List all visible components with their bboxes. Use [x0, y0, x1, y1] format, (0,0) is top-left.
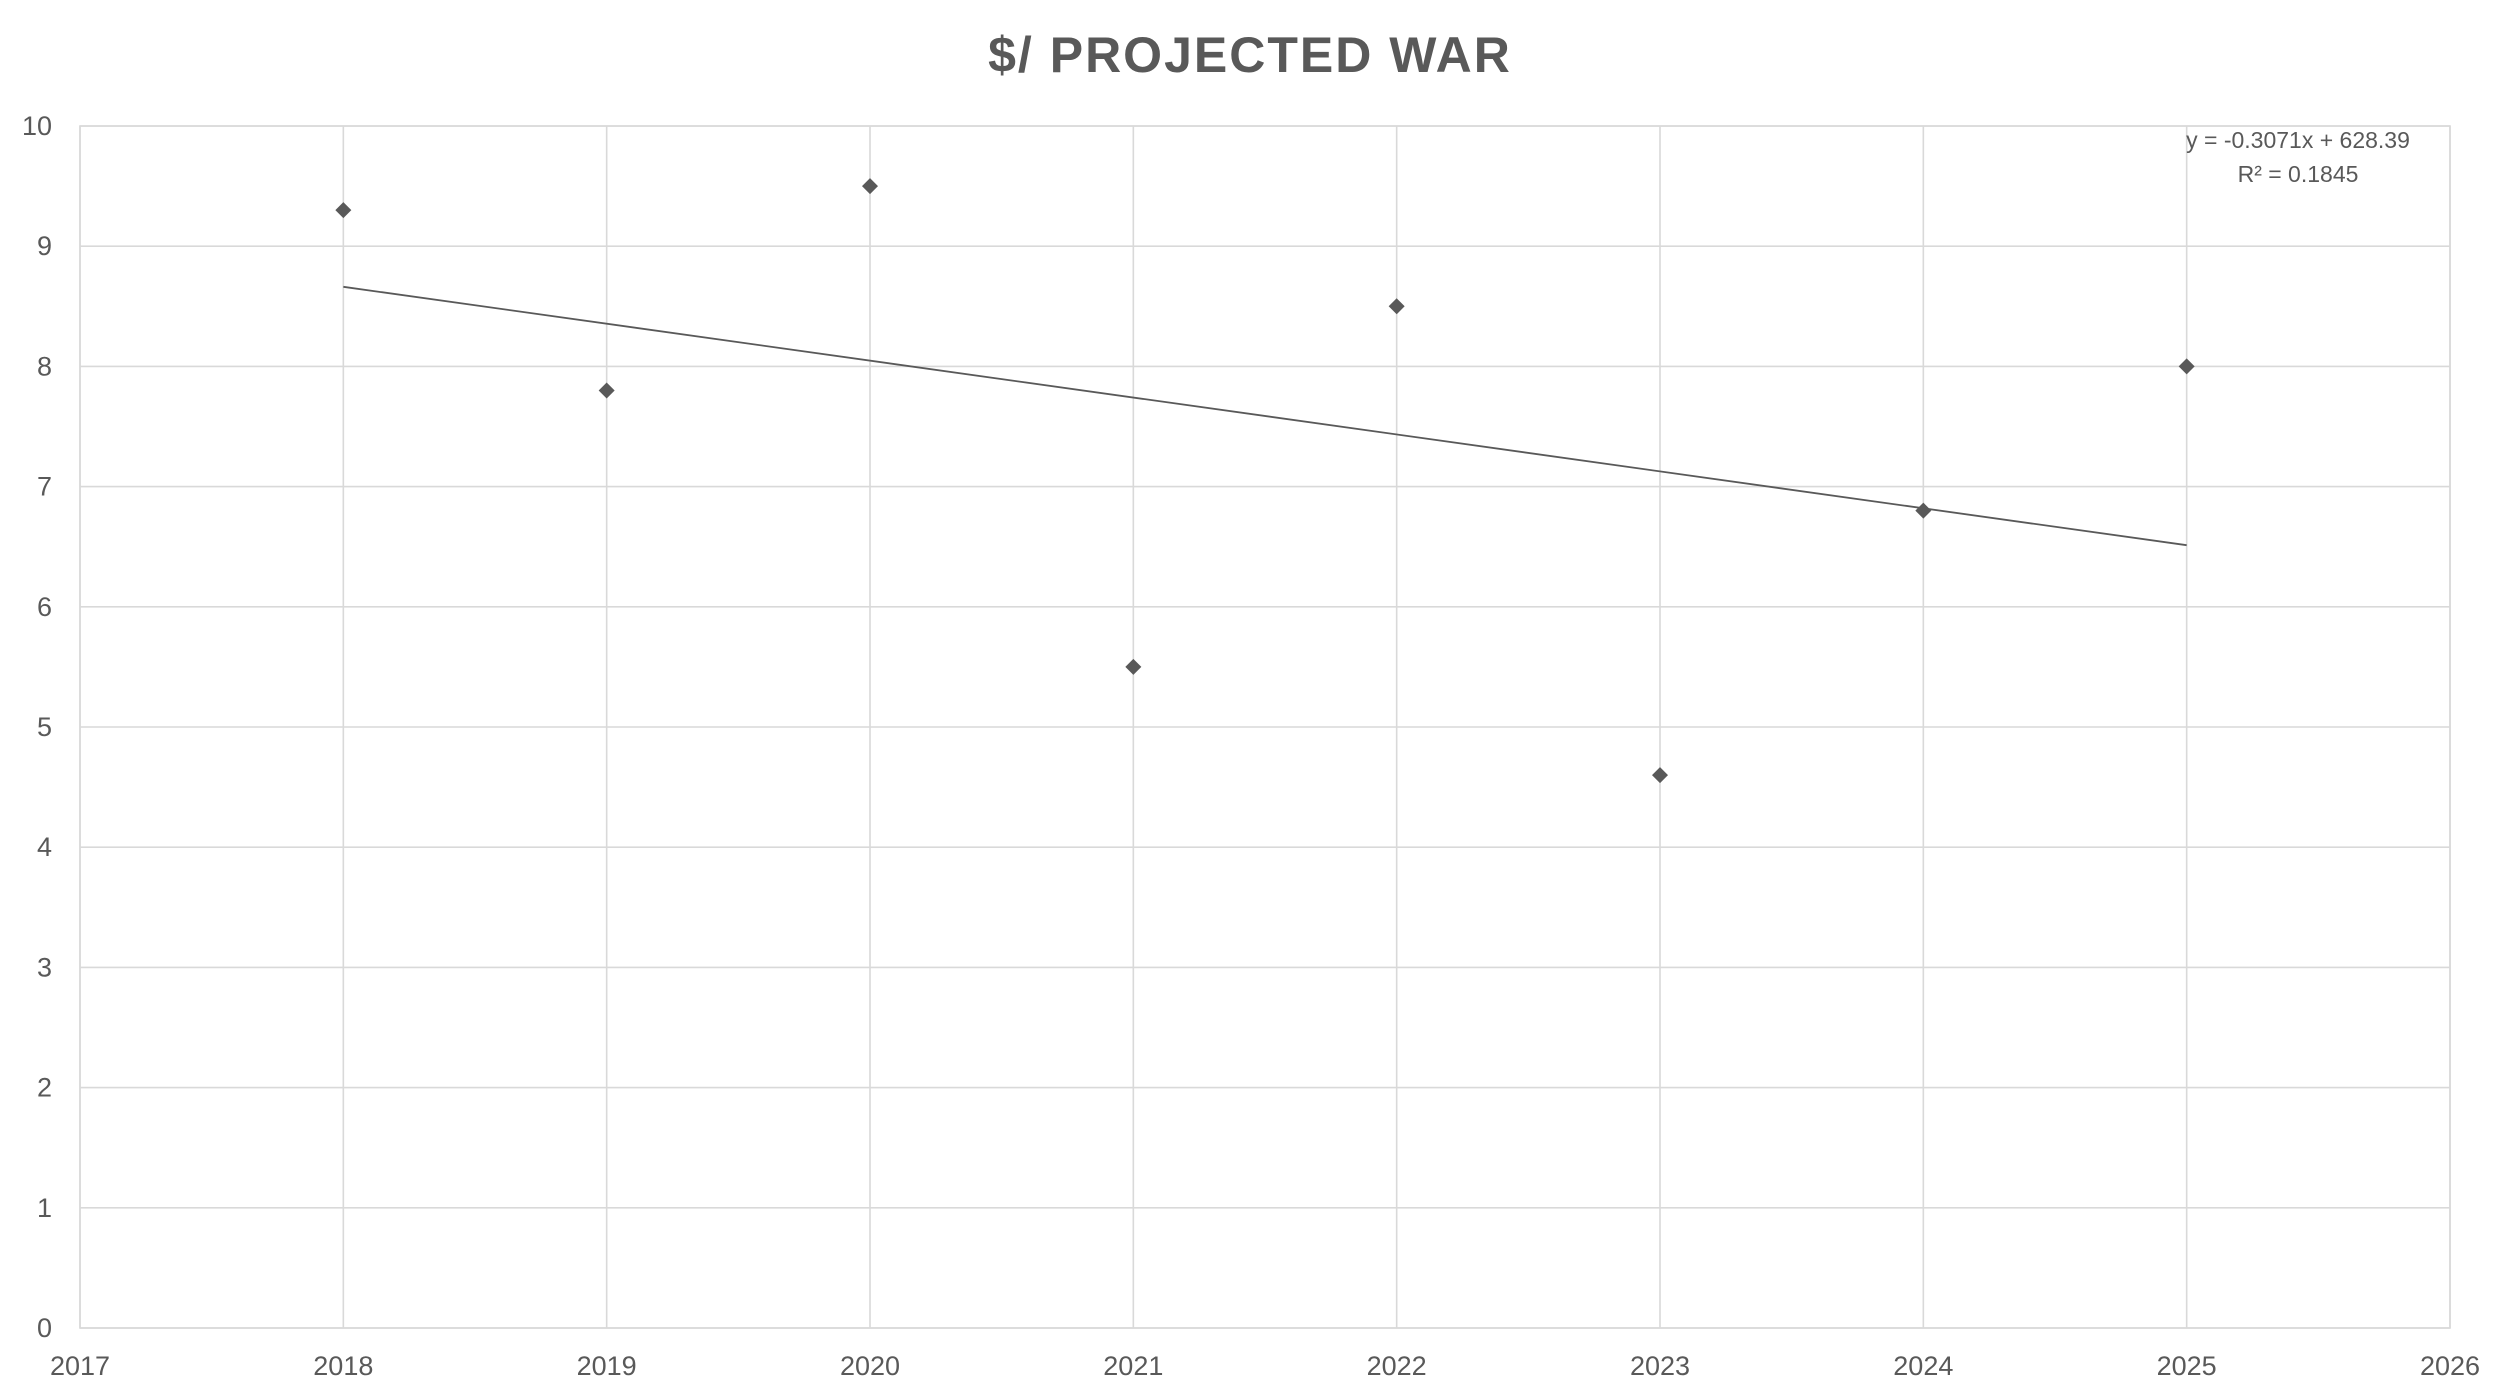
y-tick-label: 1 [37, 1193, 52, 1223]
x-tick-label: 2020 [840, 1351, 900, 1381]
data-point [335, 202, 352, 219]
y-tick-label: 3 [37, 952, 52, 982]
x-tick-label: 2025 [2157, 1351, 2217, 1381]
trendline [343, 285, 2187, 547]
y-tick-label: 10 [22, 111, 52, 141]
trendline-layer [343, 285, 2187, 547]
x-tick-label: 2023 [1630, 1351, 1690, 1381]
y-tick-label: 7 [37, 472, 52, 502]
y-tick-label: 8 [37, 351, 52, 381]
trendline-equation: y = -0.3071x + 628.39 [2186, 127, 2410, 153]
data-point [1915, 502, 1932, 519]
trendline-label: y = -0.3071x + 628.39 R² = 0.1845 [2186, 127, 2410, 187]
y-tick-label: 6 [37, 592, 52, 622]
x-tick-label: 2026 [2420, 1351, 2480, 1381]
data-point [598, 382, 615, 399]
x-tick-label: 2019 [577, 1351, 637, 1381]
plot-area-border [79, 125, 2451, 1329]
data-point [862, 178, 878, 195]
x-tick-label: 2018 [313, 1351, 373, 1381]
y-tick-label: 4 [37, 832, 52, 862]
axis-labels: 0 1 2 3 4 5 6 7 8 9 10 2017 2018 2019 2020 2021 2022 2023… [22, 111, 2480, 1381]
y-tick-label: 5 [37, 712, 52, 742]
grid-layer [79, 125, 2451, 1329]
y-tick-label: 9 [37, 231, 52, 261]
y-tick-label: 0 [37, 1313, 52, 1343]
data-point [2178, 358, 2195, 375]
x-tick-label: 2022 [1367, 1351, 1427, 1381]
chart-title: $/ PROJECTED WAR [988, 27, 1512, 83]
data-points [335, 178, 2195, 784]
x-tick-label: 2017 [50, 1351, 110, 1381]
x-tick-label: 2021 [1103, 1351, 1163, 1381]
trendline-r-squared: R² = 0.1845 [2238, 161, 2359, 187]
y-tick-label: 2 [37, 1073, 52, 1103]
data-point [1652, 767, 1668, 784]
data-point [1125, 658, 1142, 675]
data-point [1388, 298, 1405, 315]
x-tick-label: 2024 [1893, 1351, 1953, 1381]
